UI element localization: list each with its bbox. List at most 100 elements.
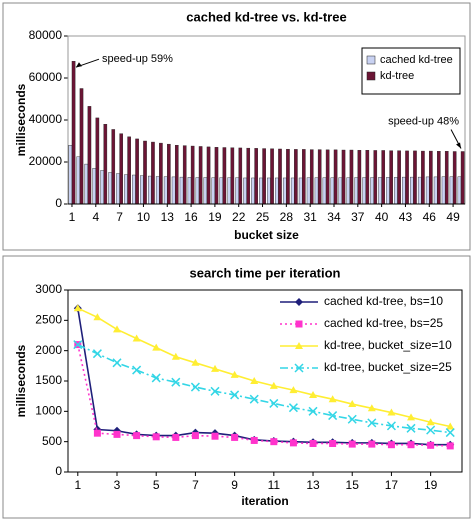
panel-frame — [2, 2, 471, 251]
y-tick-label: 2500 — [35, 313, 62, 327]
bar — [270, 148, 274, 205]
bar — [354, 177, 359, 205]
bar — [294, 149, 298, 205]
x-tick-label: 13 — [306, 478, 320, 492]
y-tick-label: 3000 — [35, 282, 62, 296]
bar — [147, 175, 152, 205]
marker — [288, 403, 298, 413]
x-tick-label: 7 — [192, 478, 199, 492]
marker — [309, 390, 318, 398]
marker — [250, 436, 258, 444]
bar — [222, 147, 227, 205]
marker — [249, 394, 259, 404]
marker — [152, 433, 160, 441]
x-tick-label: 34 — [327, 210, 341, 224]
bar — [378, 177, 382, 205]
x-tick-label: 5 — [153, 478, 160, 492]
marker — [269, 381, 278, 389]
bar — [198, 146, 203, 205]
bar — [397, 150, 401, 205]
x-tick-label: 1 — [69, 210, 76, 224]
x-tick-label: 40 — [375, 210, 389, 224]
x-axis-label: iteration — [241, 494, 288, 508]
y-tick-label: 60000 — [29, 70, 63, 84]
bar — [227, 177, 231, 205]
bar — [322, 177, 327, 205]
x-tick-label: 16 — [184, 210, 198, 224]
x-tick-label: 25 — [256, 210, 270, 224]
bar — [187, 177, 192, 205]
bar — [171, 176, 176, 205]
marker — [295, 342, 303, 349]
bar — [151, 141, 155, 205]
legend-label: cached kd-tree — [380, 54, 453, 66]
legend-swatch — [366, 55, 376, 65]
marker — [190, 382, 200, 392]
bar — [298, 177, 303, 205]
marker — [289, 439, 297, 447]
bar — [235, 177, 239, 205]
bar — [230, 147, 235, 205]
bar — [124, 174, 128, 205]
bar — [421, 150, 425, 205]
marker — [92, 349, 102, 359]
marker — [230, 370, 239, 378]
bar — [386, 177, 390, 205]
bar — [286, 148, 290, 205]
x-tick-label: 49 — [446, 210, 460, 224]
bar — [238, 147, 243, 205]
x-tick-label: 17 — [385, 478, 399, 492]
marker — [93, 429, 101, 437]
marker — [427, 441, 435, 449]
marker — [113, 430, 121, 438]
bar — [206, 146, 211, 205]
bar — [190, 145, 195, 205]
annotation: speed-up 48% — [388, 115, 459, 127]
bar — [100, 170, 104, 205]
x-tick-label: 15 — [346, 478, 360, 492]
marker — [294, 363, 304, 373]
y-tick-label: 1000 — [35, 404, 62, 418]
bar — [341, 149, 346, 205]
marker — [328, 395, 337, 403]
bar — [79, 88, 84, 205]
bar — [275, 177, 279, 205]
marker — [348, 440, 356, 448]
bar — [243, 177, 247, 205]
bar — [174, 144, 179, 205]
bar — [135, 138, 139, 205]
marker — [329, 439, 337, 447]
marker — [309, 439, 317, 447]
bar — [381, 150, 386, 205]
bar — [357, 150, 362, 205]
bar — [405, 150, 409, 205]
bar — [87, 106, 92, 205]
bar — [155, 176, 160, 205]
bar — [278, 148, 282, 205]
y-tick-label: 80000 — [29, 28, 63, 42]
marker — [426, 425, 436, 435]
marker — [407, 413, 416, 421]
y-axis-label: milliseconds — [14, 344, 28, 417]
marker — [250, 377, 259, 384]
bar — [71, 61, 76, 205]
bar — [441, 176, 446, 205]
x-tick-label: 4 — [92, 210, 99, 224]
bar — [309, 149, 314, 205]
x-tick-label: 7 — [116, 210, 123, 224]
bar — [167, 143, 171, 205]
marker — [73, 340, 83, 350]
marker — [133, 432, 141, 440]
marker — [191, 432, 199, 440]
legend-label: kd-tree, bucket_size=25 — [324, 360, 452, 374]
x-tick-label: 28 — [280, 210, 294, 224]
marker — [445, 428, 455, 438]
bar — [219, 177, 224, 205]
bar — [417, 176, 422, 205]
bar — [140, 175, 144, 205]
bar — [370, 177, 374, 205]
bar — [116, 173, 120, 205]
marker — [171, 352, 180, 360]
bar — [290, 177, 295, 205]
x-tick-label: 3 — [114, 478, 121, 492]
